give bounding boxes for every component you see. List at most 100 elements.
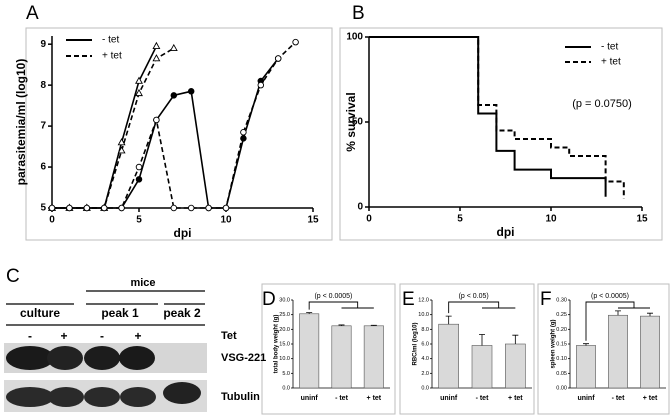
blot-row-label: VSG-221 <box>221 352 266 364</box>
panel-label: E <box>402 289 415 310</box>
series-line <box>52 41 297 209</box>
panel-label: A <box>26 3 39 24</box>
band <box>47 346 83 370</box>
panel-frame <box>25 27 333 241</box>
x-tick-label: + tet <box>643 395 658 402</box>
marker <box>117 138 126 146</box>
y-tick-label: 20.0 <box>279 327 290 333</box>
y-tick-label: 0 <box>357 202 363 213</box>
marker <box>169 43 178 52</box>
x-tick-label: uninf <box>301 395 319 402</box>
significance-bracket <box>448 301 516 314</box>
marker <box>83 204 91 212</box>
y-tick-label: 8 <box>40 80 46 91</box>
y-tick-label: 0.25 <box>556 312 567 318</box>
band <box>163 382 201 404</box>
x-tick-label: + tet <box>508 395 523 402</box>
y-tick-label: 0.0 <box>282 385 290 391</box>
bar <box>640 315 660 389</box>
error-bar <box>615 310 621 316</box>
marker <box>240 128 247 136</box>
marker <box>222 204 230 212</box>
y-tick-label: 4.0 <box>421 356 429 362</box>
x-tick-label: 0 <box>366 214 372 225</box>
band <box>119 346 155 370</box>
y-tick-label: 10.0 <box>279 356 290 362</box>
series-line <box>52 45 158 209</box>
x-tick-label: 15 <box>307 215 319 226</box>
y-tick-label: 0.00 <box>556 385 567 391</box>
lane-label: - <box>100 329 104 343</box>
y-axis-label: spleen weight (g) <box>551 319 557 368</box>
y-tick-label: 0.30 <box>556 297 567 303</box>
error-bar <box>306 312 313 314</box>
x-tick-label: - tet <box>335 395 349 402</box>
western-blot: mice culture peak 1 peak 2 Tet - + - + V… <box>4 277 266 412</box>
x-tick-label: 15 <box>636 214 648 225</box>
marker <box>100 204 108 212</box>
survival-curve <box>369 36 625 199</box>
error-bar <box>370 324 377 326</box>
y-tick-label: 6.0 <box>421 341 429 347</box>
lane-label: - <box>28 329 32 343</box>
marker <box>135 88 143 97</box>
marker <box>274 55 282 62</box>
annotation: (p < 0.0005) <box>314 293 352 300</box>
error-bar <box>512 334 519 344</box>
y-tick-label: 30.0 <box>279 297 290 303</box>
y-tick-label: 0.10 <box>556 356 567 362</box>
y-axis-label: % survival <box>344 92 358 151</box>
y-tick-label: 7 <box>40 121 46 132</box>
bar <box>438 323 459 389</box>
panel-label: C <box>6 266 20 287</box>
band <box>48 387 84 407</box>
legend-label: + tet <box>601 57 621 68</box>
bar <box>299 313 320 389</box>
legend-label: + tet <box>102 51 122 62</box>
x-tick-label: 0 <box>49 215 55 226</box>
y-tick-label: 12.0 <box>418 297 429 303</box>
marker <box>118 204 125 212</box>
error-bar <box>338 324 345 326</box>
y-tick-label: 0.05 <box>556 371 567 377</box>
x-tick-label: 10 <box>220 215 232 226</box>
marker <box>135 163 143 171</box>
marker <box>153 116 160 124</box>
panel-frame <box>399 283 535 415</box>
blot-row-label: Tet <box>221 330 237 342</box>
bar <box>505 343 526 389</box>
marker <box>48 204 56 212</box>
marker <box>187 88 195 95</box>
band <box>84 387 120 407</box>
marker <box>170 204 178 212</box>
panel-frame <box>339 27 663 241</box>
y-tick-label: 8.0 <box>421 327 429 333</box>
panel-frame <box>537 283 670 415</box>
annotation: (p = 0.0750) <box>572 98 632 110</box>
x-axis-label: dpi <box>497 225 515 239</box>
x-tick-label: - tet <box>476 395 490 402</box>
marker <box>205 204 212 212</box>
marker <box>187 204 195 212</box>
band <box>6 346 54 370</box>
error-bar <box>583 343 589 346</box>
marker <box>257 81 265 89</box>
marker <box>117 146 126 154</box>
y-tick-label: 2.0 <box>421 371 429 377</box>
x-tick-label: 5 <box>457 214 463 225</box>
blot-header: mice <box>130 277 155 289</box>
x-tick-label: 5 <box>136 215 142 226</box>
bar <box>608 314 628 389</box>
y-tick-label: 0.20 <box>556 327 567 333</box>
band <box>6 387 54 407</box>
y-tick-label: 5 <box>40 203 46 214</box>
y-tick-label: 9 <box>40 39 46 50</box>
blot-row-label: Tubulin <box>221 391 260 403</box>
y-axis-label: parasitemia/ml (log10) <box>14 59 28 186</box>
significance-bracket <box>585 301 650 341</box>
marker <box>135 76 143 84</box>
x-axis-label: dpi <box>174 226 192 240</box>
y-axis-label: total body weight (g) <box>274 315 280 374</box>
panel-frame <box>261 283 396 415</box>
